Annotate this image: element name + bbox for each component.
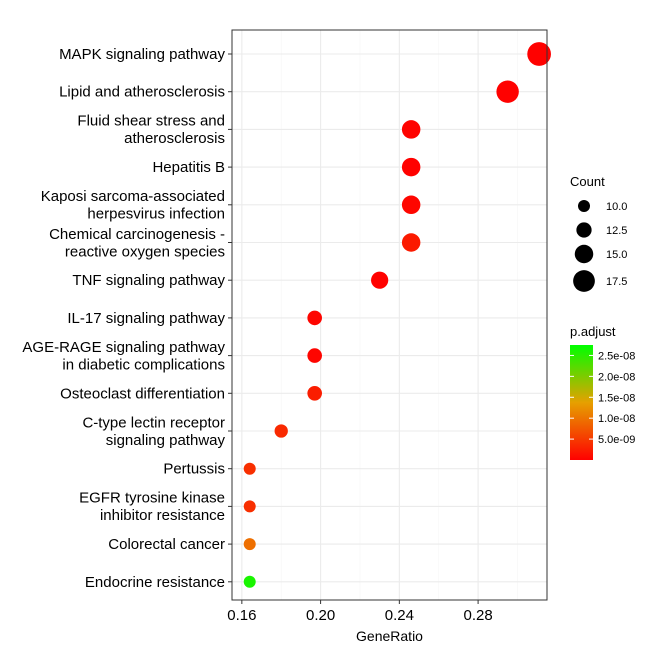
data-point bbox=[243, 538, 256, 551]
data-points bbox=[243, 42, 551, 588]
data-point bbox=[307, 310, 322, 326]
x-axis-title: GeneRatio bbox=[356, 628, 423, 644]
data-point bbox=[243, 462, 256, 475]
x-tick-label: 0.16 bbox=[227, 607, 256, 624]
y-tick-label: Hepatitis B bbox=[152, 159, 225, 176]
count-legend-title: Count bbox=[570, 174, 605, 189]
x-axis: 0.16 0.20 0.24 0.28 bbox=[227, 600, 493, 624]
p-adjust-legend: p.adjust 2.5e-08 2.0e-08 1.5e-08 1.0e-08 5.0… bbox=[570, 324, 635, 460]
data-point bbox=[307, 386, 322, 401]
grid-lines bbox=[232, 30, 547, 600]
data-point bbox=[401, 233, 421, 252]
data-point bbox=[496, 80, 519, 103]
data-point bbox=[371, 271, 389, 289]
y-axis: MAPK signaling pathway Lipid and atherosc… bbox=[22, 46, 232, 591]
count-legend-key bbox=[578, 200, 590, 212]
y-tick-label: EGFR tyrosine kinase inhibitor resistance bbox=[79, 490, 225, 525]
y-tick-label: Fluid shear stress and atherosclerosis bbox=[77, 113, 225, 147]
data-point bbox=[307, 348, 322, 363]
y-tick-label: MAPK signaling pathway bbox=[59, 46, 225, 63]
p-adjust-legend-label: 5.0e-09 bbox=[598, 434, 635, 446]
p-adjust-colorbar bbox=[570, 345, 593, 460]
p-adjust-legend-label: 1.0e-08 bbox=[598, 413, 635, 425]
y-tick-label: Chemical carcinogenesis -reactive oxygen… bbox=[49, 226, 225, 261]
y-tick-label: AGE-RAGE signaling pathway in diabetic co… bbox=[22, 339, 225, 374]
count-legend-label: 15.0 bbox=[606, 249, 627, 261]
x-tick-label: 0.20 bbox=[306, 607, 335, 624]
y-tick-label: IL-17 signaling pathway bbox=[67, 310, 225, 327]
data-point bbox=[527, 42, 551, 66]
count-legend-key bbox=[574, 244, 594, 264]
x-tick-label: 0.24 bbox=[385, 607, 414, 624]
y-tick-label: Pertussis bbox=[163, 461, 225, 478]
p-adjust-legend-label: 2.5e-08 bbox=[598, 350, 635, 362]
data-point bbox=[243, 500, 256, 513]
y-tick-label: Kaposi sarcoma-associated herpesvirus inf… bbox=[41, 188, 225, 223]
y-tick-label: Lipid and atherosclerosis bbox=[59, 84, 225, 101]
p-adjust-legend-label: 1.5e-08 bbox=[598, 392, 635, 404]
y-tick-label: Colorectal cancer bbox=[108, 536, 225, 553]
count-legend-key bbox=[576, 222, 592, 238]
data-point bbox=[401, 195, 421, 215]
count-legend-label: 17.5 bbox=[606, 276, 627, 288]
y-tick-label: Endocrine resistance bbox=[85, 574, 225, 591]
data-point bbox=[243, 575, 256, 588]
count-legend: Count 10.0 12.5 15.0 17.5 bbox=[570, 174, 627, 292]
data-point bbox=[401, 157, 421, 177]
x-tick-label: 0.28 bbox=[463, 607, 492, 624]
panel-border bbox=[231, 29, 548, 601]
p-adjust-legend-title: p.adjust bbox=[570, 324, 616, 339]
data-point bbox=[274, 424, 288, 438]
count-legend-label: 10.0 bbox=[606, 201, 627, 213]
y-tick-label: TNF signaling pathway bbox=[72, 272, 225, 289]
p-adjust-legend-label: 2.0e-08 bbox=[598, 371, 635, 383]
y-tick-label: C-type lectin receptor signaling pathway bbox=[82, 414, 225, 449]
count-legend-key bbox=[573, 270, 595, 292]
count-legend-label: 12.5 bbox=[606, 225, 627, 237]
y-tick-label: Osteoclast differentiation bbox=[60, 385, 225, 402]
data-point bbox=[401, 120, 421, 139]
